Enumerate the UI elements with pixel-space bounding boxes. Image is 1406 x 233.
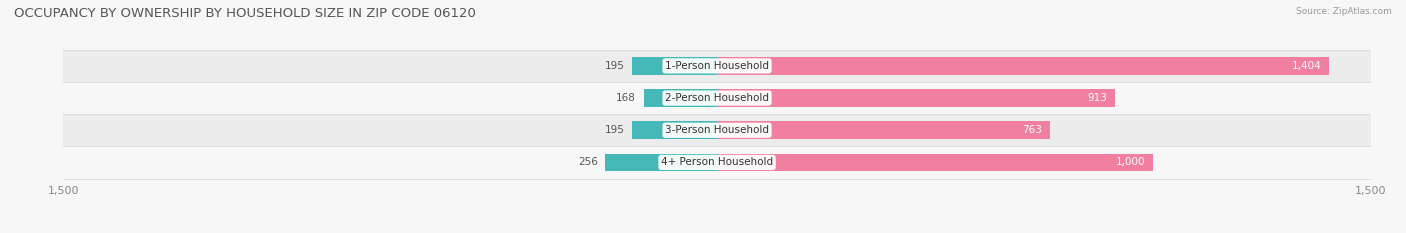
Text: 763: 763 bbox=[1022, 125, 1042, 135]
Text: 4+ Person Household: 4+ Person Household bbox=[661, 158, 773, 168]
Bar bbox=[63, 82, 1371, 114]
Text: 195: 195 bbox=[605, 125, 624, 135]
Text: 913: 913 bbox=[1087, 93, 1107, 103]
Bar bbox=[633, 121, 717, 139]
Bar bbox=[717, 57, 1329, 75]
Text: 2-Person Household: 2-Person Household bbox=[665, 93, 769, 103]
Text: 1-Person Household: 1-Person Household bbox=[665, 61, 769, 71]
Text: 256: 256 bbox=[578, 158, 598, 168]
Bar bbox=[717, 154, 1153, 171]
Text: Source: ZipAtlas.com: Source: ZipAtlas.com bbox=[1296, 7, 1392, 16]
Bar bbox=[63, 50, 1371, 82]
Bar bbox=[644, 89, 717, 107]
Bar bbox=[63, 146, 1371, 178]
Bar bbox=[717, 89, 1115, 107]
Text: OCCUPANCY BY OWNERSHIP BY HOUSEHOLD SIZE IN ZIP CODE 06120: OCCUPANCY BY OWNERSHIP BY HOUSEHOLD SIZE… bbox=[14, 7, 477, 20]
Bar bbox=[633, 57, 717, 75]
Bar bbox=[606, 154, 717, 171]
Bar bbox=[717, 121, 1050, 139]
Text: 168: 168 bbox=[616, 93, 636, 103]
Text: 1,404: 1,404 bbox=[1292, 61, 1322, 71]
Text: 3-Person Household: 3-Person Household bbox=[665, 125, 769, 135]
Text: 1,000: 1,000 bbox=[1115, 158, 1144, 168]
Text: 195: 195 bbox=[605, 61, 624, 71]
Bar bbox=[63, 114, 1371, 146]
